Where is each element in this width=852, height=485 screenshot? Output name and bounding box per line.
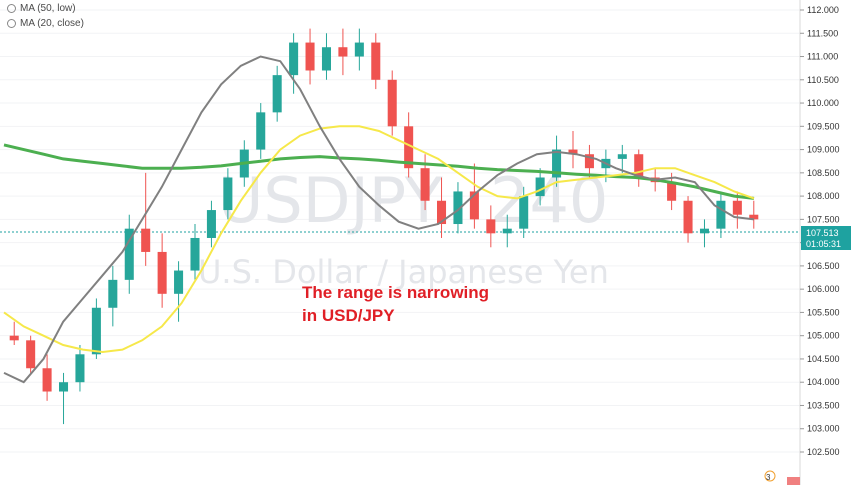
candle-body [26, 340, 36, 369]
y-tick-label: 111.500 [807, 28, 838, 38]
y-tick-label: 110.500 [807, 75, 839, 85]
annotation-line2: in USD/JPY [302, 306, 395, 325]
y-tick-label: 107.500 [807, 214, 840, 224]
candle-body [321, 47, 331, 71]
candle-body [667, 182, 677, 201]
candle-body [371, 42, 381, 80]
candle-body [404, 126, 414, 169]
y-tick-label: 102.500 [807, 447, 840, 457]
ma-20-close-line [3, 55, 755, 384]
candle-body [584, 154, 594, 169]
candle-body [387, 79, 397, 127]
y-tick-label: 108.500 [807, 168, 840, 178]
candle-body [42, 368, 52, 392]
candle-body [552, 149, 562, 178]
candle-body [190, 237, 200, 271]
indicator-ma50[interactable]: MA (50, low) [7, 3, 76, 14]
candle-body [9, 335, 19, 341]
y-tick-label: 105.000 [807, 331, 840, 341]
y-tick-label: 110.000 [807, 98, 839, 108]
candle-body [568, 149, 578, 155]
indicator-ma20-label: MA (20, close) [20, 18, 84, 29]
candle-body [75, 354, 85, 383]
candle-body [141, 228, 151, 252]
candle-body [157, 251, 167, 294]
candle-body [223, 177, 233, 211]
candle-body [108, 279, 118, 308]
candle-body [716, 200, 726, 229]
candle-body [699, 228, 709, 234]
watermark-description: U.S. Dollar / Japanese Yen [198, 253, 609, 291]
bottom-badge[interactable]: 3 [764, 470, 800, 485]
y-tick-label: 109.000 [807, 145, 840, 155]
candle-body [305, 42, 315, 71]
candle-body [174, 270, 184, 294]
candle-body [289, 42, 299, 76]
last-price-value: 107.513 [806, 228, 839, 238]
y-tick-label: 105.500 [807, 307, 840, 317]
candle-body [617, 154, 627, 159]
y-tick-label: 106.000 [807, 284, 840, 294]
candle-body [206, 210, 216, 238]
candle-body [634, 154, 644, 178]
bottom-badge-count: 3 [766, 473, 771, 482]
candle-body [683, 200, 693, 234]
candle-body [338, 47, 348, 57]
candle-body [59, 382, 69, 392]
y-tick-label: 111.000 [807, 52, 838, 62]
candle-body [469, 191, 479, 220]
y-tick-label: 103.000 [807, 424, 840, 434]
watermark: USDJPY 240 U.S. Dollar / Japanese Yen [198, 164, 609, 291]
annotation-line1: The range is narrowing [302, 283, 489, 302]
y-tick-label: 109.500 [807, 121, 840, 131]
y-tick-label: 103.500 [807, 400, 840, 410]
ma-long-line [3, 143, 755, 200]
candle-body [124, 228, 134, 280]
last-price-box: 107.513 01:05:31 [801, 226, 851, 250]
indicator-ma20[interactable]: MA (20, close) [7, 18, 84, 29]
eye-icon[interactable] [7, 4, 16, 13]
y-tick-label: 104.500 [807, 354, 840, 364]
candle-body [91, 307, 101, 355]
candle-body [502, 228, 512, 234]
last-price-countdown: 01:05:31 [806, 239, 841, 249]
candle-body [535, 177, 545, 197]
indicator-ma50-label: MA (50, low) [20, 3, 76, 14]
candle-body [256, 112, 266, 150]
y-tick-label: 112.000 [807, 5, 839, 15]
candle-body [453, 191, 463, 225]
y-tick-label: 106.500 [807, 261, 840, 271]
candle-body [749, 214, 759, 220]
candle-body [732, 200, 742, 215]
candle-body [486, 219, 496, 234]
y-tick-label: 104.000 [807, 377, 840, 387]
candle-body [437, 200, 447, 225]
candle-body [272, 75, 282, 113]
candle-body [354, 42, 364, 57]
y-tick-label: 108.000 [807, 191, 840, 201]
eye-icon[interactable] [7, 19, 16, 28]
candle-body [420, 168, 430, 201]
candle-body [519, 196, 529, 229]
